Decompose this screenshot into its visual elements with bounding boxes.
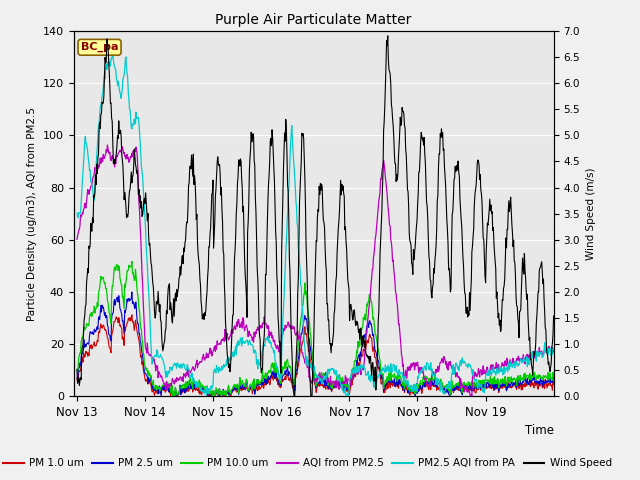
Title: Purple Air Particulate Matter: Purple Air Particulate Matter xyxy=(216,13,412,27)
X-axis label: Time: Time xyxy=(525,424,554,437)
Text: BC_pa: BC_pa xyxy=(81,42,118,52)
Y-axis label: Particle Density (ug/m3), AQI from PM2.5: Particle Density (ug/m3), AQI from PM2.5 xyxy=(27,107,37,321)
Y-axis label: Wind Speed (m/s): Wind Speed (m/s) xyxy=(586,168,595,260)
Legend: PM 1.0 um, PM 2.5 um, PM 10.0 um, AQI from PM2.5, PM2.5 AQI from PA, Wind Speed: PM 1.0 um, PM 2.5 um, PM 10.0 um, AQI fr… xyxy=(0,454,616,472)
